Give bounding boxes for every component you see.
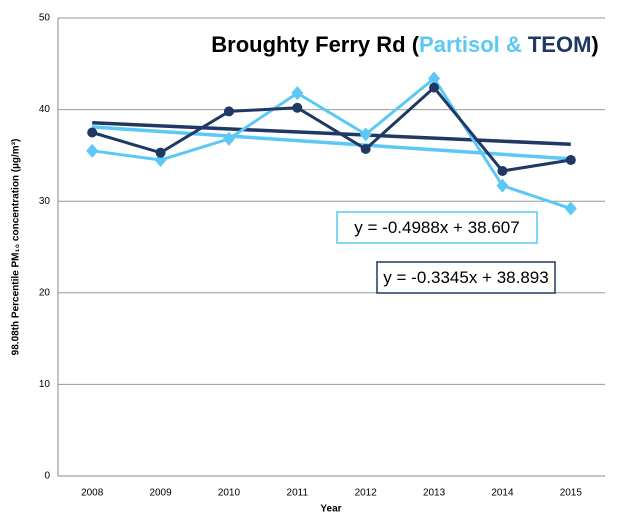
marker	[222, 131, 235, 146]
x-tick-label: 2013	[423, 488, 446, 499]
equation-box	[376, 261, 556, 294]
y-tick-label: 0	[44, 471, 50, 482]
x-axis-label: Year	[320, 504, 341, 515]
chart-title: Broughty Ferry Rd (Partisol & TEOM)	[211, 32, 599, 57]
marker	[565, 154, 576, 165]
marker	[497, 165, 508, 176]
x-tick-label: 2011	[287, 488, 309, 499]
marker	[496, 178, 509, 193]
y-tick-label: 30	[39, 196, 51, 207]
y-tick-label: 20	[39, 287, 51, 298]
x-tick-label: 2014	[491, 488, 514, 499]
marker	[291, 86, 304, 101]
marker	[223, 106, 234, 117]
marker	[155, 147, 166, 158]
x-tick-label: 2010	[218, 488, 241, 499]
series-line	[91, 85, 572, 173]
y-tick-label: 10	[39, 379, 51, 390]
title-part: TEOM	[522, 32, 592, 57]
equation-label: y = -0.3345x + 38.893	[383, 268, 548, 287]
x-tick-label: 2012	[355, 488, 378, 499]
marker	[87, 127, 98, 138]
marker	[564, 201, 577, 216]
marker	[86, 143, 99, 158]
trendline	[92, 121, 571, 147]
x-tick-label: 2009	[149, 488, 172, 499]
equation-label: y = -0.4988x + 38.607	[354, 218, 519, 237]
marker	[292, 102, 303, 113]
y-tick-label: 50	[39, 13, 51, 24]
y-tick-label: 40	[39, 104, 51, 115]
title-part: Partisol &	[419, 32, 522, 57]
marker	[429, 82, 440, 93]
marker	[360, 143, 371, 154]
marker	[428, 71, 441, 86]
marker	[359, 127, 372, 142]
title-part: )	[591, 32, 598, 57]
y-axis-label: 98.08th Percentile PM₁₀ concentration (µ…	[11, 139, 22, 356]
title-part: Broughty Ferry Rd (	[211, 32, 419, 57]
trendline	[92, 125, 571, 161]
x-tick-label: 2008	[81, 488, 104, 499]
equation-box	[336, 211, 538, 244]
series-line	[91, 76, 572, 210]
x-tick-label: 2015	[560, 488, 583, 499]
